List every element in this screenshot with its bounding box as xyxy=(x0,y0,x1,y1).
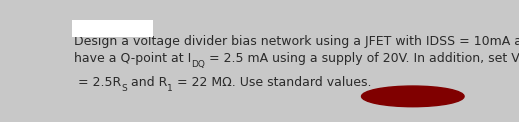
Text: and R: and R xyxy=(127,76,167,89)
Ellipse shape xyxy=(362,86,464,107)
Text: have a Q-point at I: have a Q-point at I xyxy=(74,52,191,65)
Text: Design a voltage divider bias network using a JFET with IDSS = 10mA and VP = -4V: Design a voltage divider bias network us… xyxy=(74,35,519,48)
Text: DQ: DQ xyxy=(191,60,205,69)
Text: = 22 MΩ. Use standard values.: = 22 MΩ. Use standard values. xyxy=(173,76,372,89)
Bar xyxy=(72,20,153,37)
Text: 1: 1 xyxy=(167,84,173,93)
Text: = 2.5 mA using a supply of 20V. In addition, set V: = 2.5 mA using a supply of 20V. In addit… xyxy=(205,52,519,65)
Text: = 2.5R: = 2.5R xyxy=(74,76,121,89)
Text: S: S xyxy=(121,84,127,93)
